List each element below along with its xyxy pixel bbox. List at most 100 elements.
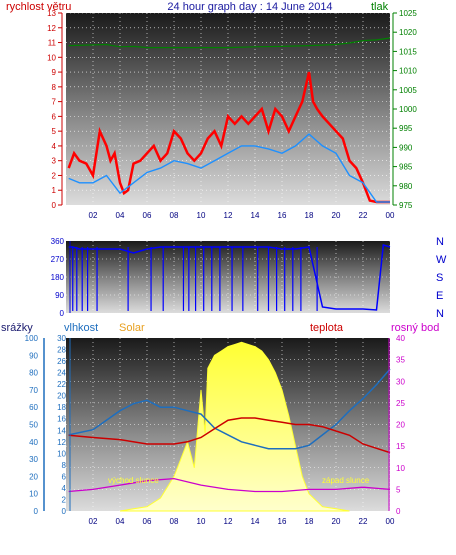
dewpoint-axis-title: rosný bod	[391, 322, 439, 334]
direction-tick-label: 270	[51, 255, 65, 264]
wind-speed-line	[67, 71, 390, 204]
hour-tick-label: 14	[251, 211, 260, 220]
wind-speed-tick-label: 11	[48, 39, 57, 48]
wind-chart-series	[67, 37, 391, 204]
hour-tick-label: 04	[116, 517, 125, 526]
pressure-tick-label: 985	[399, 163, 413, 172]
humidity-tick-label: 20	[57, 392, 66, 401]
pressure-tick-label: 990	[399, 143, 413, 152]
rain-tick-label: 60	[29, 403, 38, 412]
wind-speed-tick-label: 12	[47, 24, 56, 33]
direction-chart-series	[68, 244, 391, 311]
pressure-tick-label: 1020	[399, 28, 417, 37]
temperature-tick-label: 30	[396, 377, 405, 386]
dewpoint-line	[68, 477, 391, 493]
rain-tick-label: 30	[29, 455, 38, 464]
hour-tick-label: 12	[224, 211, 233, 220]
wind-speed-tick-label: 5	[52, 127, 57, 136]
direction-chart-grid	[66, 241, 391, 313]
wind-speed-tick-label: 6	[52, 112, 57, 121]
sunrise-label: východ slunce	[108, 476, 159, 485]
rain-tick-label: 100	[25, 334, 39, 343]
compass-tick-label: W	[436, 254, 447, 266]
hour-tick-label: 10	[197, 211, 206, 220]
pressure-tick-label: 1025	[399, 9, 417, 18]
hour-tick-label: 18	[305, 517, 314, 526]
wind-speed-tick-label: 0	[52, 201, 57, 210]
chart-title: 24 hour graph day : 14 June 2014	[167, 1, 332, 13]
hour-tick-label: 20	[332, 211, 341, 220]
compass-tick-label: N	[436, 308, 444, 320]
humidity-tick-label: 6	[62, 472, 67, 481]
hour-tick-label: 22	[359, 517, 368, 526]
solar-legend-label: Solar	[119, 322, 145, 334]
climate-chart-axes: 0102030405060708090100024681012141618202…	[25, 334, 406, 526]
sunset-label: západ slunce	[322, 476, 370, 485]
temperature-tick-label: 5	[396, 485, 401, 494]
direction-tick-label: 90	[55, 291, 64, 300]
pressure-tick-label: 1000	[399, 105, 417, 114]
wind-speed-tick-label: 8	[52, 83, 57, 92]
pressure-tick-label: 1010	[399, 67, 417, 76]
compass-tick-label: N	[436, 236, 444, 248]
wind-speed-tick-label: 10	[47, 53, 56, 62]
hour-tick-label: 20	[332, 517, 341, 526]
climate-chart-series	[68, 341, 391, 512]
rain-tick-label: 0	[34, 507, 39, 516]
temperature-tick-label: 40	[396, 334, 405, 343]
pressure-tick-label: 975	[399, 201, 413, 210]
solar-area	[119, 341, 350, 512]
hour-tick-label: 08	[170, 517, 179, 526]
compass-tick-label: E	[436, 290, 443, 302]
hour-tick-label: 02	[89, 211, 98, 220]
humidity-tick-label: 26	[57, 357, 66, 366]
humidity-tick-label: 8	[62, 461, 67, 470]
rain-tick-label: 40	[29, 438, 38, 447]
hour-tick-label: 00	[386, 211, 395, 220]
wind-speed-tick-label: 9	[52, 68, 57, 77]
rain-tick-label: 80	[29, 369, 38, 378]
pressure-axis-title: tlak	[371, 1, 389, 13]
rain-axis-title: srážky	[1, 322, 33, 334]
wind-chart-axes: 0123456789101112139759809859909951000100…	[47, 9, 417, 220]
hour-tick-label: 08	[170, 211, 179, 220]
compass-tick-label: S	[436, 272, 443, 284]
temperature-tick-label: 35	[396, 356, 405, 365]
hour-tick-label: 02	[89, 517, 98, 526]
humidity-tick-label: 14	[57, 426, 66, 435]
humidity-tick-label: 12	[57, 438, 66, 447]
wind-speed-axis-title: rychlost větru	[6, 1, 71, 13]
hour-tick-label: 16	[278, 211, 287, 220]
hour-tick-label: 22	[359, 211, 368, 220]
temperature-line	[68, 417, 391, 454]
humidity-tick-label: 30	[57, 334, 66, 343]
direction-tick-label: 180	[51, 273, 65, 282]
hour-tick-label: 12	[224, 517, 233, 526]
wind-direction-line	[68, 244, 391, 311]
pressure-tick-label: 1015	[399, 47, 417, 56]
humidity-tick-label: 18	[57, 403, 66, 412]
hour-tick-label: 06	[143, 211, 152, 220]
hour-tick-label: 04	[116, 211, 125, 220]
temperature-tick-label: 20	[396, 421, 405, 430]
humidity-tick-label: 10	[57, 449, 66, 458]
wind-speed-tick-label: 1	[52, 186, 57, 195]
wind-speed-tick-label: 3	[52, 157, 57, 166]
hour-tick-label: 00	[386, 517, 395, 526]
temperature-tick-label: 15	[396, 442, 405, 451]
rain-tick-label: 90	[29, 351, 38, 360]
rain-tick-label: 50	[29, 421, 38, 430]
humidity-tick-label: 2	[62, 495, 67, 504]
rain-tick-label: 20	[29, 472, 38, 481]
humidity-tick-label: 0	[62, 507, 67, 516]
wind-speed-tick-label: 7	[52, 98, 57, 107]
humidity-tick-label: 22	[57, 380, 66, 389]
pressure-line	[68, 37, 391, 49]
rain-tick-label: 10	[29, 490, 38, 499]
humidity-tick-label: 24	[57, 369, 66, 378]
hour-tick-label: 14	[251, 517, 260, 526]
temperature-axis-title: teplota	[310, 322, 344, 334]
